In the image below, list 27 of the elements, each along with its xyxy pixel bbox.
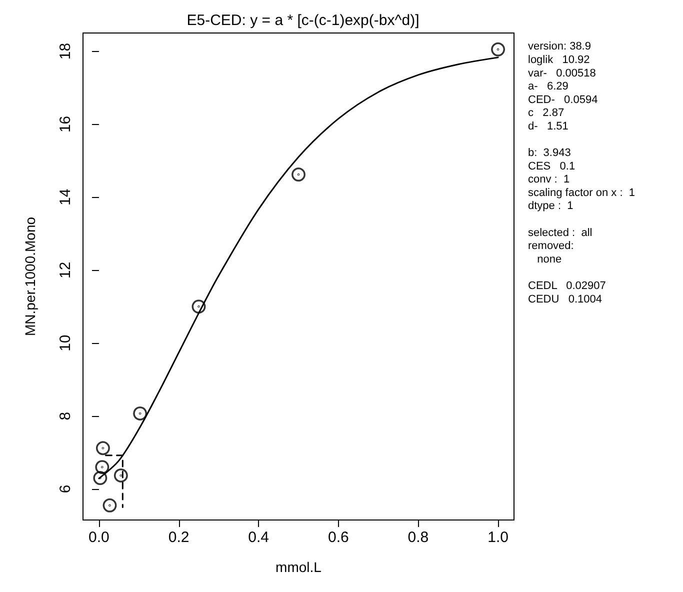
y-tick-label: 18 (57, 42, 74, 60)
chart-title: E5-CED: y = a * [c-(c-1)exp(-bx^d)] (186, 12, 420, 29)
point (292, 168, 306, 182)
x-tick-label: 0.6 (328, 529, 349, 546)
point (192, 300, 206, 314)
point (102, 498, 117, 512)
y-tick-label: 6 (57, 484, 74, 494)
point (96, 441, 110, 456)
y-tick-label: 12 (57, 262, 74, 278)
y-axis-title: MN.per.1000.Mono (22, 216, 38, 336)
y-tick-label: 8 (57, 412, 74, 420)
x-tick-label: 0.2 (168, 529, 190, 546)
text: b: 3.943 CES 0.1 conv : 1 scaling factor on x : 1 dtype : 1 (528, 147, 635, 212)
x-tick-label: 0.4 (248, 529, 270, 546)
text: version: 38.9 loglik 10.92 var- 0.00518 a- 6.29 CED- 0.0594 c 2.87 d- 1.51 (528, 40, 598, 132)
x-tick-label: 0.8 (408, 529, 429, 546)
x-tick-label: 1.0 (488, 529, 508, 546)
x-axis-title: mmol.L (276, 559, 322, 575)
point (491, 42, 506, 56)
text: CEDL 0.02907 CEDU 0.1004 (528, 280, 606, 306)
x-tick-label: 0.0 (88, 529, 110, 546)
text: selected : all removed: none (528, 226, 592, 266)
y-tick-label: 10 (57, 334, 74, 352)
point (133, 406, 148, 420)
point (95, 460, 110, 474)
y-tick-label: 16 (57, 116, 74, 133)
y-tick-label: 14 (57, 188, 74, 206)
